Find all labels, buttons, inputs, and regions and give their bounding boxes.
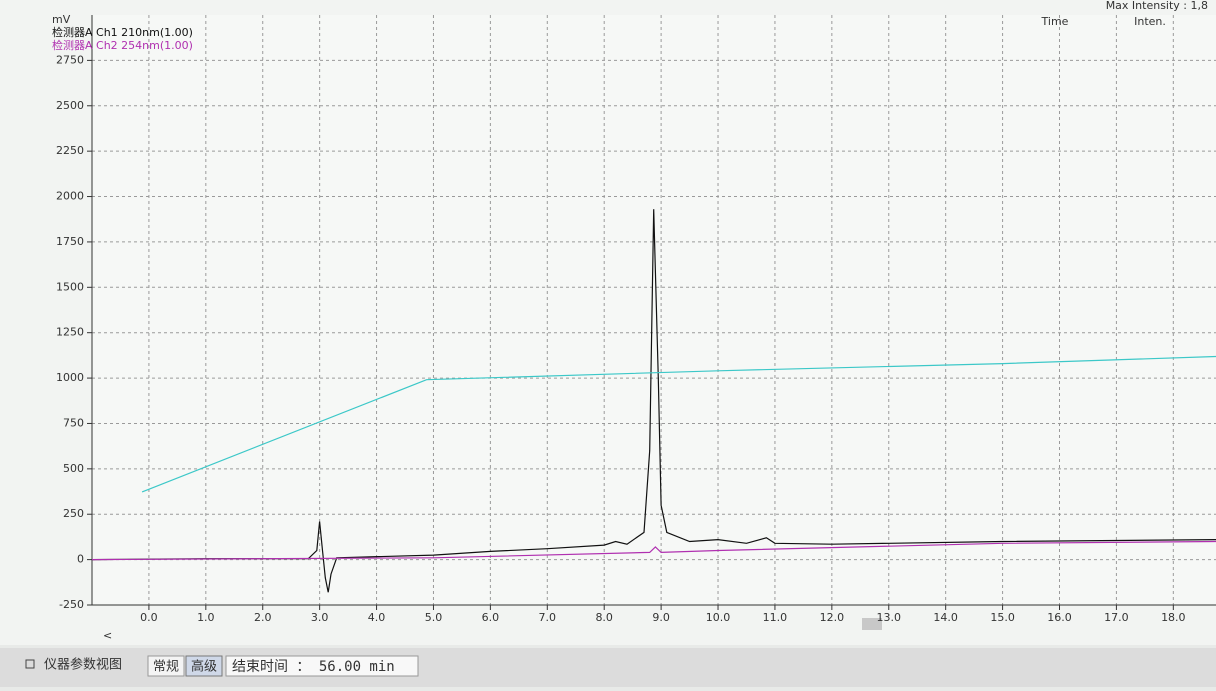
max-intensity: Max Intensity : 1,8 [1106,0,1208,12]
button[interactable] [147,655,185,677]
y-tick-label: 2750 [56,53,84,66]
y-tick-label: 1500 [56,280,84,293]
x-tick-label: 17.0 [1104,611,1129,624]
x-tick-label: 7.0 [539,611,557,624]
legend-entry: 检测器A Ch2 254nm(1.00) [52,38,193,52]
x-tick-label: 1.0 [197,611,215,624]
button-label[interactable]: 高级 [191,659,217,675]
legend-entry: 检测器A Ch1 210nm(1.00) [52,25,193,39]
x-tick-label: 13.0 [877,611,902,624]
x-tick-label: 11.0 [763,611,788,624]
plot-area [92,15,1216,605]
x-tick-label: 9.0 [652,611,670,624]
y-axis-label: mV [52,13,71,26]
x-tick-label: 3.0 [311,611,329,624]
y-tick-label: 1250 [56,326,84,339]
plot-lines [92,209,1216,593]
y-tick-label: 750 [63,416,84,429]
trace [92,209,1216,593]
end-time-box [225,655,419,677]
table-header: Inten. [1134,15,1166,28]
y-tick-label: 1000 [56,371,84,384]
scroll-thumb[interactable] [862,618,882,630]
scroll-left[interactable]: < [103,629,112,642]
x-tick-label: 12.0 [820,611,845,624]
x-tick-label: 8.0 [595,611,613,624]
footer-tab[interactable]: 仪器参数视图 [44,657,122,673]
button-label[interactable]: 常规 [153,660,179,675]
y-tick-label: 500 [63,462,84,475]
table-header: Time [1041,15,1069,28]
tab-icon [25,659,35,669]
y-tick-label: 1750 [56,235,84,248]
x-tick-label: 6.0 [482,611,500,624]
y-tick-label: -250 [59,598,84,611]
y-tick-label: 2500 [56,99,84,112]
button[interactable] [185,655,223,677]
x-tick-label: 4.0 [368,611,386,624]
y-tick-label: 250 [63,507,84,520]
x-tick-label: 5.0 [425,611,443,624]
x-tick-label: 10.0 [706,611,731,624]
trace [141,355,1216,493]
x-tick-label: 2.0 [254,611,272,624]
y-tick-label: 2000 [56,190,84,203]
y-tick-label: 0 [77,553,84,566]
x-tick-label: 0.0 [140,611,158,624]
x-tick-label: 18.0 [1161,611,1186,624]
x-tick-label: 14.0 [933,611,958,624]
x-tick-label: 15.0 [990,611,1015,624]
y-tick-label: 2250 [56,144,84,157]
x-tick-label: 16.0 [1047,611,1072,624]
end-time: 结束时间 ： 56.00 min [232,659,395,675]
trace [92,540,1216,561]
